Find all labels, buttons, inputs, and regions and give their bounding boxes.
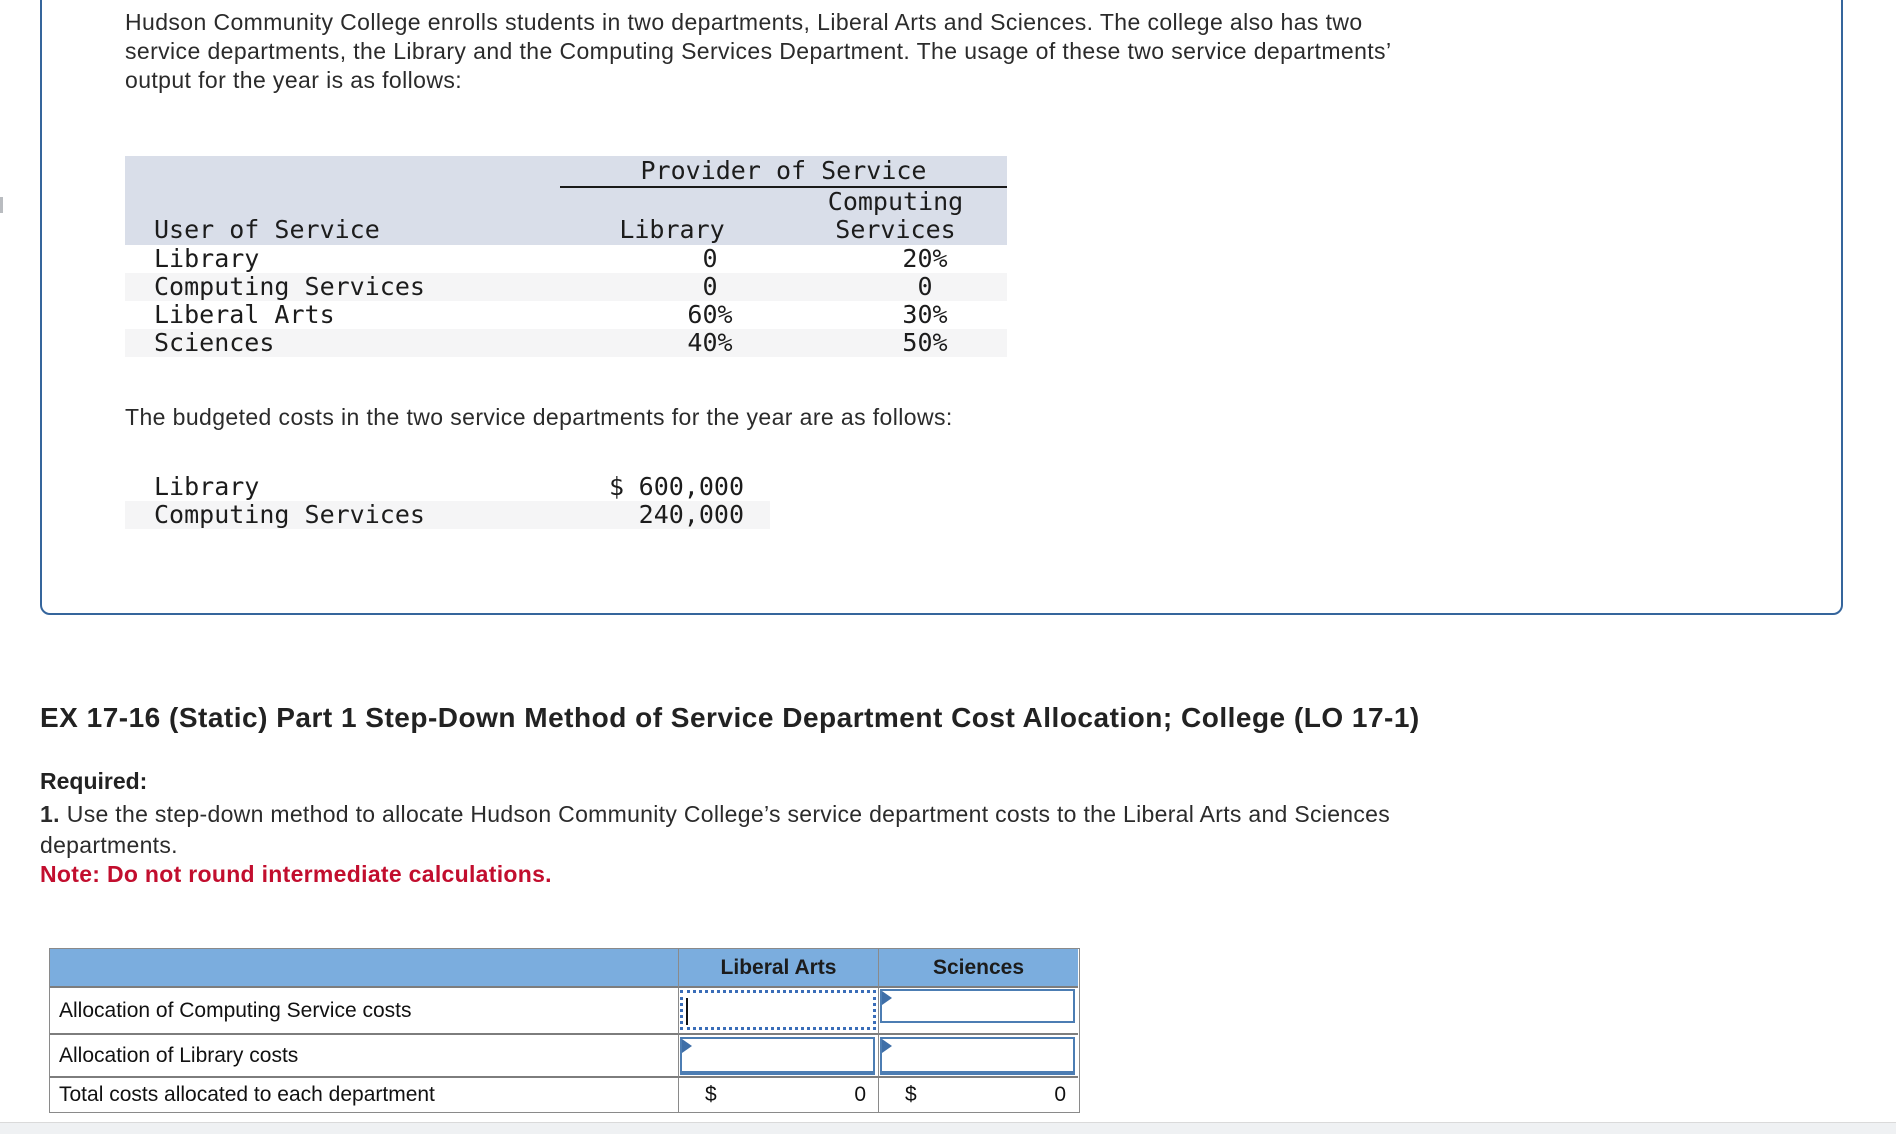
header-cell-empty — [50, 949, 679, 988]
row-label: Liberal Arts — [154, 300, 335, 329]
cell-marker-icon — [882, 991, 892, 1005]
answer-input-library-sciences[interactable] — [880, 1037, 1075, 1075]
table-row: Liberal Arts 60% 30% — [125, 301, 1007, 329]
intro-line: Hudson Community College enrolls student… — [125, 9, 1363, 35]
table-row: Library $ 600,000 — [125, 473, 770, 501]
provider-header-underline — [560, 186, 1007, 188]
computing-value: 30% — [902, 300, 948, 329]
requirement-line: departments. — [40, 832, 178, 858]
required-label: Required: — [40, 768, 148, 794]
cell-total-sciences: $ 0 — [879, 1078, 1078, 1112]
answer-input-computing-sciences[interactable] — [880, 989, 1075, 1023]
currency-symbol: $ — [705, 1083, 717, 1106]
cell-library-liberal — [679, 1035, 879, 1078]
row-label: Computing Services — [154, 500, 425, 529]
row-label: Library — [154, 472, 260, 501]
requirement-text: 1. Use the step-down method to allocate H… — [40, 799, 1860, 861]
table-row: Computing Services 240,000 — [125, 501, 770, 529]
intro-line: output for the year is as follows: — [125, 67, 463, 93]
computing-header-line2: Services — [835, 215, 956, 244]
budget-intro-text: The budgeted costs in the two service de… — [125, 404, 953, 430]
table-row: Total costs allocated to each department… — [50, 1078, 1079, 1112]
row-label-library-allocation: Allocation of Library costs — [50, 1035, 679, 1078]
cell-library-sciences — [879, 1035, 1078, 1078]
library-value: 40% — [687, 328, 733, 357]
amount-value: 600,000 — [638, 472, 744, 501]
currency-symbol: $ — [609, 472, 625, 501]
cell-computing-sciences — [879, 988, 1078, 1035]
usage-table-header: Provider of Service Computing User of Se… — [125, 156, 1007, 245]
exercise-title: EX 17-16 (Static) Part 1 Step-Down Metho… — [40, 702, 1420, 733]
table-row: Allocation of Computing Service costs — [50, 988, 1079, 1035]
provider-of-service-header: Provider of Service — [640, 156, 927, 185]
computing-header-line1: Computing — [827, 187, 964, 216]
row-label: Sciences — [154, 328, 275, 357]
budget-table: Library $ 600,000 Computing Services 240… — [125, 473, 770, 529]
note-text: Note: Do not round intermediate calculat… — [40, 861, 552, 887]
currency-symbol: $ — [905, 1083, 917, 1106]
answer-input-computing-liberal[interactable] — [680, 990, 876, 1030]
amount-value: 240,000 — [638, 500, 744, 529]
user-of-service-header: User of Service — [154, 215, 380, 244]
table-row: Sciences 40% 50% — [125, 329, 1007, 357]
total-value: 0 — [854, 1083, 866, 1106]
requirement-number: 1. — [40, 801, 60, 827]
library-value: 60% — [687, 300, 733, 329]
computing-value: 0 — [917, 272, 933, 301]
left-edge-notch — [0, 197, 3, 213]
page-bottom-strip — [0, 1122, 1896, 1134]
problem-intro-text: Hudson Community College enrolls student… — [125, 8, 1825, 95]
cell-total-liberal: $ 0 — [679, 1078, 879, 1112]
cell-computing-liberal — [679, 988, 879, 1035]
header-cell-sciences: Sciences — [879, 949, 1078, 988]
requirement-line: Use the step-down method to allocate Hud… — [66, 801, 1391, 827]
total-value: 0 — [1054, 1083, 1066, 1106]
row-label-total-costs: Total costs allocated to each department — [50, 1078, 679, 1112]
service-usage-table: Provider of Service Computing User of Se… — [125, 156, 1007, 357]
intro-line: service departments, the Library and the… — [125, 38, 1392, 64]
answer-table: Liberal Arts Sciences Allocation of Comp… — [49, 948, 1080, 1113]
cell-marker-icon — [682, 1039, 692, 1053]
row-label: Computing Services — [154, 272, 425, 301]
table-row: Computing Services 0 0 — [125, 273, 1007, 301]
cell-marker-icon — [882, 1039, 892, 1053]
problem-statement-box: Hudson Community College enrolls student… — [40, 0, 1843, 615]
library-value: 0 — [702, 272, 718, 301]
table-row: Library 0 20% — [125, 245, 1007, 273]
library-column-header: Library — [619, 215, 725, 244]
computing-value: 20% — [902, 244, 948, 273]
library-value: 0 — [702, 244, 718, 273]
text-cursor — [686, 998, 688, 1025]
answer-input-library-liberal[interactable] — [680, 1037, 875, 1075]
row-label: Library — [154, 244, 260, 273]
table-row: Allocation of Library costs — [50, 1035, 1079, 1078]
row-label-computing-allocation: Allocation of Computing Service costs — [50, 988, 679, 1035]
answer-table-header-row: Liberal Arts Sciences — [50, 949, 1079, 988]
computing-value: 50% — [902, 328, 948, 357]
header-cell-liberal-arts: Liberal Arts — [679, 949, 879, 988]
